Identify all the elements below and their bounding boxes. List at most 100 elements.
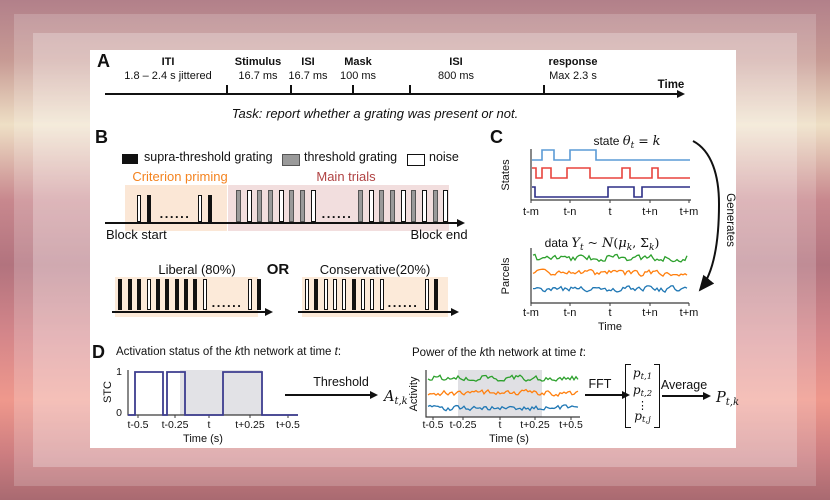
block-end-label: Block end <box>410 227 468 242</box>
liberal-label: Liberal (80%) <box>158 262 236 277</box>
text-run: k <box>234 346 241 358</box>
panel-c-label: C <box>490 127 503 147</box>
block-start-label: Block start <box>106 227 167 242</box>
text-run: t,k <box>394 396 408 407</box>
text-run: th network at time <box>485 347 580 359</box>
text-run: t,1 <box>640 372 653 382</box>
tick-label: t-0.5 <box>127 419 149 431</box>
segment-iti: ITI 1.8 – 2.4 s jittered <box>124 56 212 82</box>
panel-b-label: B <box>95 127 108 147</box>
panel-a-label: A <box>97 51 110 71</box>
text-run: k <box>652 134 661 149</box>
legend-noise-label: noise <box>429 150 459 164</box>
power-title: Power of the kth network at time t: <box>412 347 586 359</box>
generates-label: Generates <box>724 193 736 247</box>
generates-arrow <box>692 140 721 292</box>
activity-plot <box>425 370 580 420</box>
text-run: data <box>544 236 572 250</box>
text-run: t,2 <box>640 389 653 399</box>
text-run: = <box>634 133 653 148</box>
panel-d-label: D <box>92 342 105 362</box>
text-run: th network at time <box>240 346 335 358</box>
vector-right-bracket <box>654 364 660 428</box>
vector-entry-j: pt,j <box>634 410 650 427</box>
liberal-timeline-arrow <box>112 308 273 316</box>
fft-arrow <box>585 391 630 399</box>
text-run: Power of the <box>412 347 480 359</box>
threshold-label: Threshold <box>313 375 369 389</box>
stc-tick-one: 1 <box>116 366 122 378</box>
text-run: k <box>479 347 486 359</box>
segment-response: response Max 2.3 s <box>548 56 598 82</box>
text-run: , <box>632 235 641 250</box>
parcels-plot <box>530 248 690 306</box>
vector-entry-1: pt,1 <box>633 367 652 384</box>
states-axis-label: States <box>500 159 512 191</box>
ellipsis-criterion: ...... <box>159 206 191 221</box>
axis-tick-mark <box>226 85 228 93</box>
states-plot <box>530 149 691 203</box>
text-run: t <box>334 346 338 358</box>
text-run: p <box>632 366 641 380</box>
conservative-timeline-arrow <box>298 308 459 316</box>
activation-term: At,k <box>384 388 408 407</box>
criterion-priming-label: Criterion priming <box>132 169 228 184</box>
text-run: t <box>579 243 584 253</box>
axis-tick-mark <box>409 85 411 93</box>
trial-timeline-arrow <box>105 90 685 98</box>
state-equation: state θt = k <box>593 132 660 151</box>
text-run: θ <box>622 134 631 149</box>
text-run: t,k <box>725 397 740 408</box>
power-vector: pt,1 pt,2 ⋮ pt,j <box>625 364 660 428</box>
segment-isi2: ISI 800 ms <box>437 56 475 82</box>
average-arrow <box>662 392 711 400</box>
tick-label: t+0.25 <box>235 419 265 431</box>
stc-axis-label: STC <box>102 381 114 403</box>
data-equation: data Yt ~ N(μk, Σk) <box>545 234 660 253</box>
power-term: Pt,k <box>716 389 739 408</box>
activation-title: Activation status of the kth network at … <box>116 346 341 358</box>
vector-entry-2: pt,2 <box>633 384 652 401</box>
ellipsis-conservative: ...... <box>387 295 419 310</box>
legend-supra-swatch <box>122 154 138 164</box>
tick-label: t+0.5 <box>276 419 300 431</box>
time-axis-label: Time <box>657 79 685 91</box>
legend-threshold-swatch <box>282 154 300 166</box>
block-timeline-arrow <box>105 219 465 227</box>
legend-noise-swatch <box>407 154 425 166</box>
axis-tick-mark <box>543 85 545 93</box>
stc-plot <box>127 370 298 418</box>
text-run: t <box>630 141 635 151</box>
threshold-arrow <box>285 391 378 399</box>
segment-stimulus: Stimulus 16.7 ms <box>234 56 282 82</box>
text-run: N <box>602 236 614 251</box>
conservative-label: Conservative(20%) <box>319 262 431 277</box>
segment-mask: Mask 100 ms <box>339 56 377 82</box>
stc-time-label: Time (s) <box>183 433 223 445</box>
text-run: ( <box>613 235 619 250</box>
text-run: p <box>632 383 641 397</box>
text-run: t,j <box>641 415 651 425</box>
text-run: P <box>716 390 726 406</box>
text-run: p <box>634 409 642 423</box>
vector-vdots: ⋮ <box>637 399 648 412</box>
activity-axis-label: Activity <box>408 376 420 412</box>
parcels-time-label: Time <box>597 321 623 333</box>
text-run: Y <box>571 236 580 251</box>
text-run: Activation status of the <box>116 346 235 358</box>
legend-supra-label: supra-threshold grating <box>144 150 273 164</box>
tick-label: t <box>207 419 211 431</box>
text-run: ~ <box>583 235 602 250</box>
text-run: : <box>582 347 586 359</box>
figure-panel: A ITI 1.8 – 2.4 s jittered Stimulus 16.7… <box>90 50 739 448</box>
parcels-axis-label: Parcels <box>500 257 512 295</box>
text-run: state <box>593 134 623 148</box>
tick-label: t-0.25 <box>161 419 189 431</box>
ellipsis-main: ...... <box>321 206 353 221</box>
segment-isi1: ISI 16.7 ms <box>288 56 328 82</box>
or-label: OR <box>266 261 290 278</box>
fft-label: FFT <box>588 377 612 391</box>
text-run: μ <box>618 236 627 251</box>
legend-threshold-label: threshold grating <box>304 150 398 164</box>
